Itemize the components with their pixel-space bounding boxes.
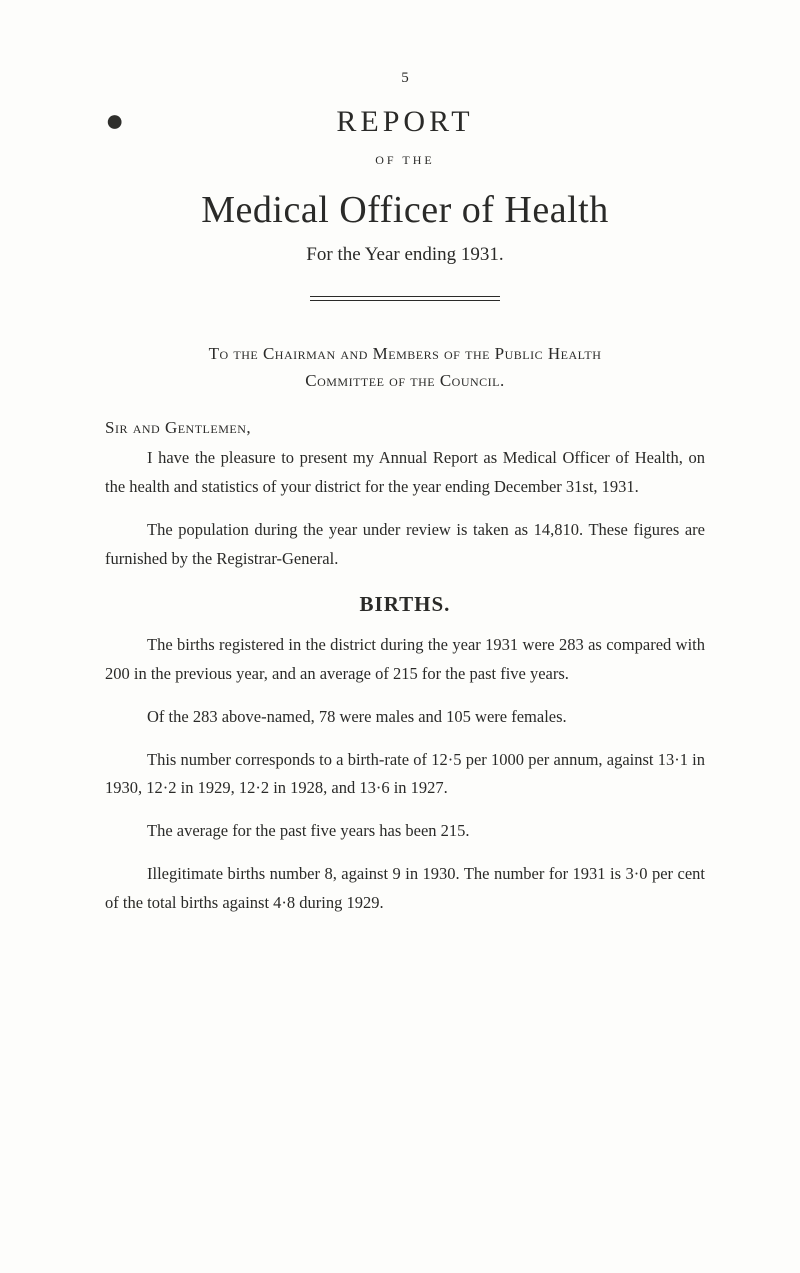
report-heading: REPORT [336,105,473,138]
for-year-line: For the Year ending 1931. [105,244,705,266]
births-paragraph-5: Illegitimate births number 8, against 9 … [105,860,705,918]
main-title: Medical Officer of Health [105,188,705,232]
addressee-line-1: To the Chairman and Members of the Publi… [105,340,705,367]
document-page: 5 ● REPORT OF THE Medical Officer of Hea… [0,0,800,1273]
bullet-icon: ● [105,105,128,135]
births-paragraph-1: The births registered in the district du… [105,631,705,689]
intro-paragraph-2: The population during the year under rev… [105,516,705,574]
births-paragraph-3: This number corresponds to a birth-rate … [105,746,705,804]
page-number: 5 [105,70,705,87]
divider-rule [310,296,500,301]
births-paragraph-2: Of the 283 above-named, 78 were males an… [105,703,705,732]
of-the-subhead: OF THE [105,153,705,168]
births-heading: BIRTHS. [105,592,705,617]
report-heading-line: ● REPORT [105,105,705,139]
births-paragraph-4: The average for the past five years has … [105,817,705,846]
addressee-line-2: Committee of the Council. [105,367,705,394]
salutation: Sir and Gentlemen, [105,418,705,438]
intro-paragraph-1: I have the pleasure to present my Annual… [105,444,705,502]
addressee-block: To the Chairman and Members of the Publi… [105,340,705,394]
divider-rule-wrap [105,288,705,306]
